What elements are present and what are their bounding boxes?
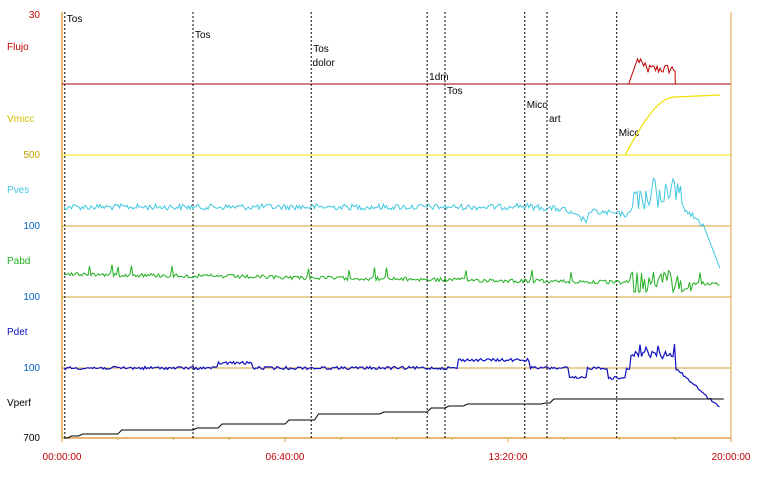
channel-name-pabd: Pabd xyxy=(7,256,30,267)
x-tick-label-0: 00:00:00 xyxy=(43,452,82,463)
event-label-8: Micc xyxy=(619,128,640,139)
scale-label-flujo: 30 xyxy=(29,10,41,21)
pabd-trace xyxy=(63,264,720,294)
channel-name-pdet: Pdet xyxy=(7,327,28,338)
x-tick-label-1: 06:40:00 xyxy=(266,452,305,463)
event-label-7: art xyxy=(549,114,561,125)
scale-label-pabd: 100 xyxy=(23,292,40,303)
event-label-1: Tos xyxy=(195,30,211,41)
vmicc-trace xyxy=(624,94,720,156)
scale-label-pves: 100 xyxy=(23,221,40,232)
scale-label-vmicc: 500 xyxy=(23,150,40,161)
scale-label-pdet: 100 xyxy=(23,363,40,374)
x-tick-label-2: 13:20:00 xyxy=(489,452,528,463)
flujo-trace xyxy=(628,57,676,85)
event-label-2: Tos xyxy=(313,44,329,55)
vperf-trace xyxy=(64,398,724,439)
x-tick-label-3: 20:00:00 xyxy=(712,452,751,463)
event-label-4: 1dm xyxy=(429,72,448,83)
scale-label-vperf: 700 xyxy=(23,433,40,444)
event-label-0: Tos xyxy=(67,14,83,25)
event-label-3: dolor xyxy=(313,58,336,69)
channel-name-flujo: Flujo xyxy=(7,42,29,53)
event-label-6: Micc xyxy=(527,100,548,111)
pves-trace xyxy=(63,177,721,269)
channel-name-pves: Pves xyxy=(7,185,29,196)
channel-name-vperf: Vperf xyxy=(7,398,31,409)
event-label-5: Tos xyxy=(447,86,463,97)
channel-name-vmicc: Vmicc xyxy=(7,114,34,125)
pdet-trace xyxy=(63,344,720,408)
